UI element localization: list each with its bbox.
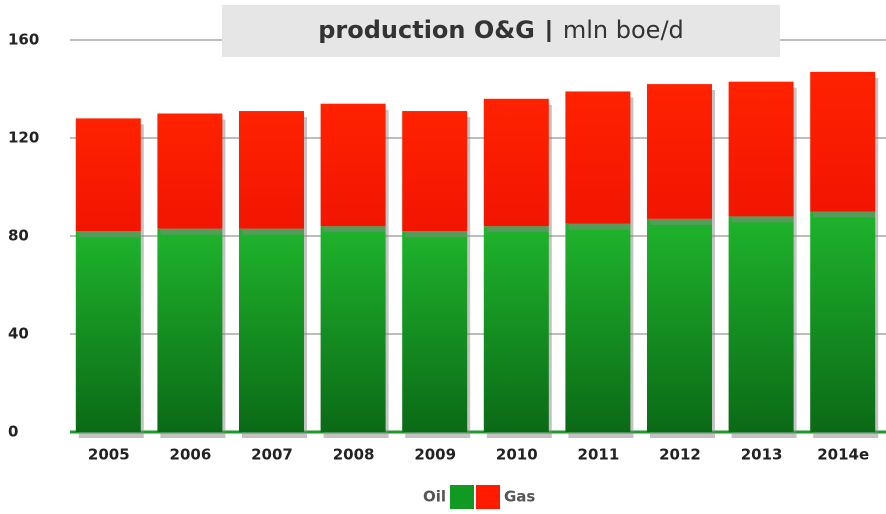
y-tick-label: 160 (8, 31, 39, 49)
x-tick-label: 2011 (578, 446, 620, 464)
bar-gas (565, 91, 631, 224)
bar-gas (75, 118, 141, 232)
title-box (222, 5, 780, 57)
legend-label: Gas (504, 488, 535, 506)
legend-swatch (476, 485, 500, 509)
bar-oil (565, 223, 631, 432)
chart-title: production O&G (318, 16, 535, 44)
bar-oil (320, 226, 386, 432)
bar-oil (810, 211, 876, 432)
bar-gas (157, 113, 223, 229)
y-tick-label: 80 (8, 227, 29, 245)
bar-gas (728, 81, 794, 217)
bar-gas (810, 71, 876, 212)
x-tick-label: 2013 (741, 446, 783, 464)
bar-oil (75, 231, 141, 432)
bar-gas (320, 103, 386, 227)
x-tick-label: 2014e (817, 446, 869, 464)
legend-label: Oil (423, 488, 446, 506)
y-tick-label: 40 (8, 325, 29, 343)
bar-oil (402, 231, 468, 432)
x-tick-label: 2007 (251, 446, 293, 464)
bar-gas (483, 98, 549, 227)
bar-gas (239, 111, 304, 229)
bar-oil (483, 226, 549, 432)
y-tick-label: 120 (8, 129, 39, 147)
bar-oil (239, 228, 304, 432)
x-tick-label: 2006 (170, 446, 212, 464)
x-tick-label: 2009 (414, 446, 456, 464)
x-tick-label: 2012 (659, 446, 701, 464)
bar-oil (647, 218, 712, 432)
bar-oil (157, 228, 223, 432)
bar-oil (728, 216, 794, 432)
y-tick-label: 0 (8, 423, 18, 441)
x-tick-label: 2010 (496, 446, 538, 464)
legend-swatch (450, 485, 474, 509)
bar-gas (402, 111, 468, 232)
x-tick-label: 2008 (333, 446, 375, 464)
chart-unit: mln boe/d (563, 16, 684, 44)
x-tick-label: 2005 (88, 446, 130, 464)
bar-gas (647, 84, 712, 219)
plot-area (70, 39, 886, 438)
